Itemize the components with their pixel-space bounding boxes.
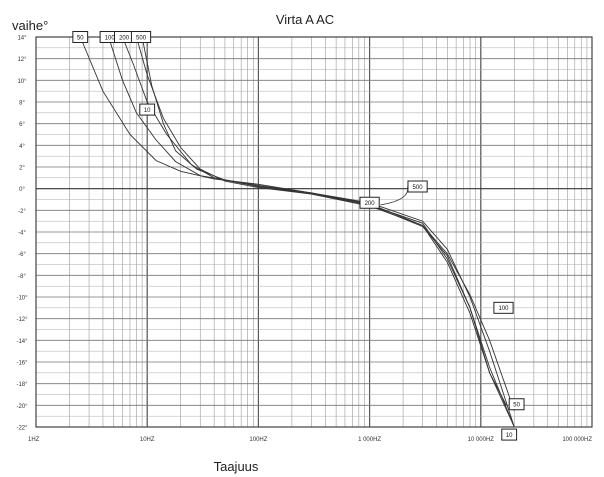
callout-text: 50 [513,403,520,409]
callout-text: 100 [105,35,116,41]
y-tick-label: 8° [19,101,25,107]
y-tick-label: 2° [19,166,25,172]
chart-title: Virta A AC [276,12,334,27]
callout-label-200: 200 [114,31,135,43]
callout-box [130,31,152,43]
y-tick-label: -10° [16,296,28,302]
callout-label-50: 50 [508,398,525,411]
y-tick-label: 6° [19,122,25,128]
x-tick-label: 1 000HZ [358,437,381,443]
y-tick-label: -4° [18,231,26,237]
callout-text: 10 [506,433,513,439]
y-tick-label: 14° [17,36,27,42]
callout-text: 500 [413,185,424,191]
callout-box [359,196,380,209]
x-tick-label: 10 000HZ [468,437,495,443]
series-line-100 [108,36,515,411]
callout-label-50: 50 [72,31,89,43]
series-line-500 [135,36,515,428]
callout-text: 200 [119,35,130,41]
x-tick-label: 100HZ [249,437,267,443]
y-tick-label: -2° [18,209,26,215]
y-tick-label: -16° [16,361,28,367]
callout-box [501,428,518,441]
callout-label-100: 100 [493,301,514,314]
callout-box [139,103,156,116]
y-tick-label: 10° [17,79,27,85]
y-tick-label: -20° [16,404,28,410]
y-tick-label: -18° [16,382,28,388]
y-tick-label: 4° [19,144,25,150]
x-tick-label: 100 000HZ [562,437,592,443]
y-tick-label: -6° [18,252,26,258]
callout-box [508,398,525,411]
y-axis-title: vaihe° [12,18,48,33]
callout-text: 500 [136,35,147,41]
callout-label-500: 500 [407,180,428,193]
callout-text: 50 [77,35,84,41]
y-tick-label: 0° [19,187,25,193]
callout-text: 100 [498,306,509,312]
tick-label-layer: 1HZ 10HZ 100HZ 1 000HZ 10 000HZ 100 000HZ 14° 1… [16,36,592,444]
curve-layer [79,36,515,428]
callout-label-10: 10 [139,103,156,116]
callout-box [407,180,428,193]
callout-text: 10 [144,108,151,114]
y-tick-label: -8° [18,274,26,280]
callout-text: 200 [365,201,376,207]
callout-box [72,31,89,43]
y-tick-label: -14° [16,339,28,345]
callout-box [493,301,514,314]
x-tick-label: 10HZ [140,437,155,443]
y-tick-label: 12° [17,57,27,63]
series-line-1000 [141,36,515,428]
x-tick-label: 1HZ [28,437,40,443]
callout-label-200: 200 [359,196,380,209]
callout-label-500: 500 [130,31,152,43]
y-tick-label: -12° [16,317,28,323]
grid-layer [35,36,593,428]
y-tick-label: -22° [16,426,28,432]
callout-label-10: 10 [501,428,518,441]
x-axis-title: Taajuus [214,459,259,474]
plot-frame [35,36,593,428]
